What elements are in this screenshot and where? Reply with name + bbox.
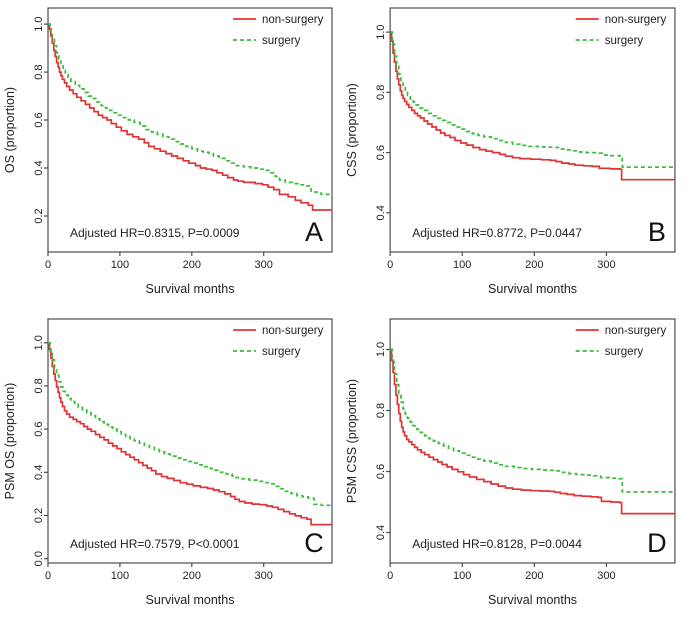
y-tick-label-d: 0.8: [375, 403, 387, 418]
x-axis-label-c: Survival months: [146, 593, 235, 607]
plot-border-d: [389, 318, 676, 564]
x-tick-label-c: 0: [45, 570, 51, 582]
x-tick-label-b: 200: [525, 259, 543, 271]
y-tick-label-c: 0.6: [33, 421, 45, 436]
series-non-surgery-b: [390, 31, 675, 181]
y-tick-label-a: 0.2: [33, 208, 45, 223]
y-tick-label-b: 0.8: [375, 85, 387, 100]
panel-a-chart: 0 100 200 300 0.2 0.4 0.6 0.8 1.0 Survival months…: [3, 7, 333, 296]
series-surgery-b: [390, 31, 675, 168]
series-non-surgery-a: [48, 23, 332, 211]
panel-letter-a: A: [305, 217, 323, 247]
panel-letter-d: D: [647, 528, 667, 558]
y-tick-label-d: 1.0: [375, 342, 387, 357]
y-axis-label-b: CSS (proportion): [345, 83, 359, 177]
plot-border-a: [47, 7, 333, 253]
y-tick-label-b: 1.0: [375, 24, 387, 39]
y-tick-label-c: 1.0: [33, 335, 45, 350]
hr-annotation-b: Adjusted HR=0.8772, P=0.0447: [412, 226, 582, 240]
panel-b-chart: 0 100 200 300 0.4 0.6 0.8 1.0 Survival months CSS…: [345, 7, 676, 296]
x-axis-label-a: Survival months: [146, 282, 235, 296]
plot-border-c: [47, 318, 333, 564]
y-tick-label-c: 0.0: [33, 551, 45, 566]
hr-annotation-a: Adjusted HR=0.8315, P=0.0009: [70, 226, 240, 240]
x-tick-label-d: 200: [525, 570, 543, 582]
y-tick-label-c: 0.8: [33, 378, 45, 393]
x-tick-label-b: 100: [453, 259, 471, 271]
series-non-surgery-d: [390, 348, 675, 515]
legend-label-surgery-a: surgery: [262, 35, 301, 47]
panel-b: 0 100 200 300 0.4 0.6 0.8 1.0 Survival months CSS…: [342, 0, 685, 311]
series-surgery-a: [48, 23, 332, 196]
series-surgery-c: [48, 341, 332, 507]
x-axis-label-b: Survival months: [488, 282, 577, 296]
panel-a: 0 100 200 300 0.2 0.4 0.6 0.8 1.0 Survival months…: [0, 0, 342, 311]
panel-d-chart: 0 100 200 300 0.4 0.6 0.8 1.0 Survival months PSM…: [345, 318, 676, 607]
panel-d: 0 100 200 300 0.4 0.6 0.8 1.0 Survival months PSM…: [342, 311, 685, 622]
y-tick-label-a: 0.6: [33, 112, 45, 127]
legend-label-non-surgery-b: non-surgery: [605, 14, 667, 26]
legend-label-surgery-d: surgery: [605, 346, 644, 358]
y-tick-label-a: 1.0: [33, 16, 45, 31]
y-tick-label-b: 0.6: [375, 145, 387, 160]
x-tick-label-a: 0: [45, 259, 51, 271]
y-tick-label-c: 0.2: [33, 508, 45, 523]
x-axis-label-d: Survival months: [488, 593, 577, 607]
hr-annotation-d: Adjusted HR=0.8128, P=0.0044: [412, 537, 582, 551]
y-tick-label-a: 0.8: [33, 64, 45, 79]
x-tick-label-a: 300: [255, 259, 273, 271]
x-tick-label-d: 0: [387, 570, 393, 582]
x-tick-label-d: 300: [597, 570, 615, 582]
plot-border-b: [389, 7, 676, 253]
legend-label-surgery-b: surgery: [605, 35, 644, 47]
hr-annotation-c: Adjusted HR=0.7579, P<0.0001: [70, 537, 240, 551]
series-surgery-d: [390, 348, 675, 493]
legend-label-non-surgery-a: non-surgery: [262, 14, 324, 26]
y-axis-label-c: PSM OS (proportion): [3, 383, 17, 500]
x-tick-label-c: 200: [183, 570, 201, 582]
panel-c-chart: 0 100 200 300 0.0 0.2 0.4 0.6 0.8 1.0 Survival mon…: [3, 318, 333, 607]
panel-letter-b: B: [648, 217, 666, 247]
y-tick-label-a: 0.4: [33, 160, 45, 175]
x-tick-label-a: 200: [183, 259, 201, 271]
x-tick-label-b: 300: [597, 259, 615, 271]
panel-c: 0 100 200 300 0.0 0.2 0.4 0.6 0.8 1.0 Survival mon…: [0, 311, 342, 622]
y-tick-label-d: 0.4: [375, 525, 387, 540]
legend-label-non-surgery-d: non-surgery: [605, 325, 667, 337]
panel-letter-c: C: [304, 528, 324, 558]
y-axis-label-a: OS (proportion): [3, 87, 17, 173]
y-tick-label-b: 0.4: [375, 205, 387, 220]
x-tick-label-c: 300: [255, 570, 273, 582]
y-tick-label-c: 0.4: [33, 465, 45, 480]
y-tick-label-d: 0.6: [375, 464, 387, 479]
x-tick-label-c: 100: [111, 570, 129, 582]
y-axis-label-d: PSM CSS (proportion): [345, 379, 359, 503]
series-non-surgery-c: [48, 341, 332, 526]
legend-label-non-surgery-c: non-surgery: [262, 325, 324, 337]
x-tick-label-d: 100: [453, 570, 471, 582]
legend-label-surgery-c: surgery: [262, 346, 301, 358]
x-tick-label-a: 100: [111, 259, 129, 271]
x-tick-label-b: 0: [387, 259, 393, 271]
